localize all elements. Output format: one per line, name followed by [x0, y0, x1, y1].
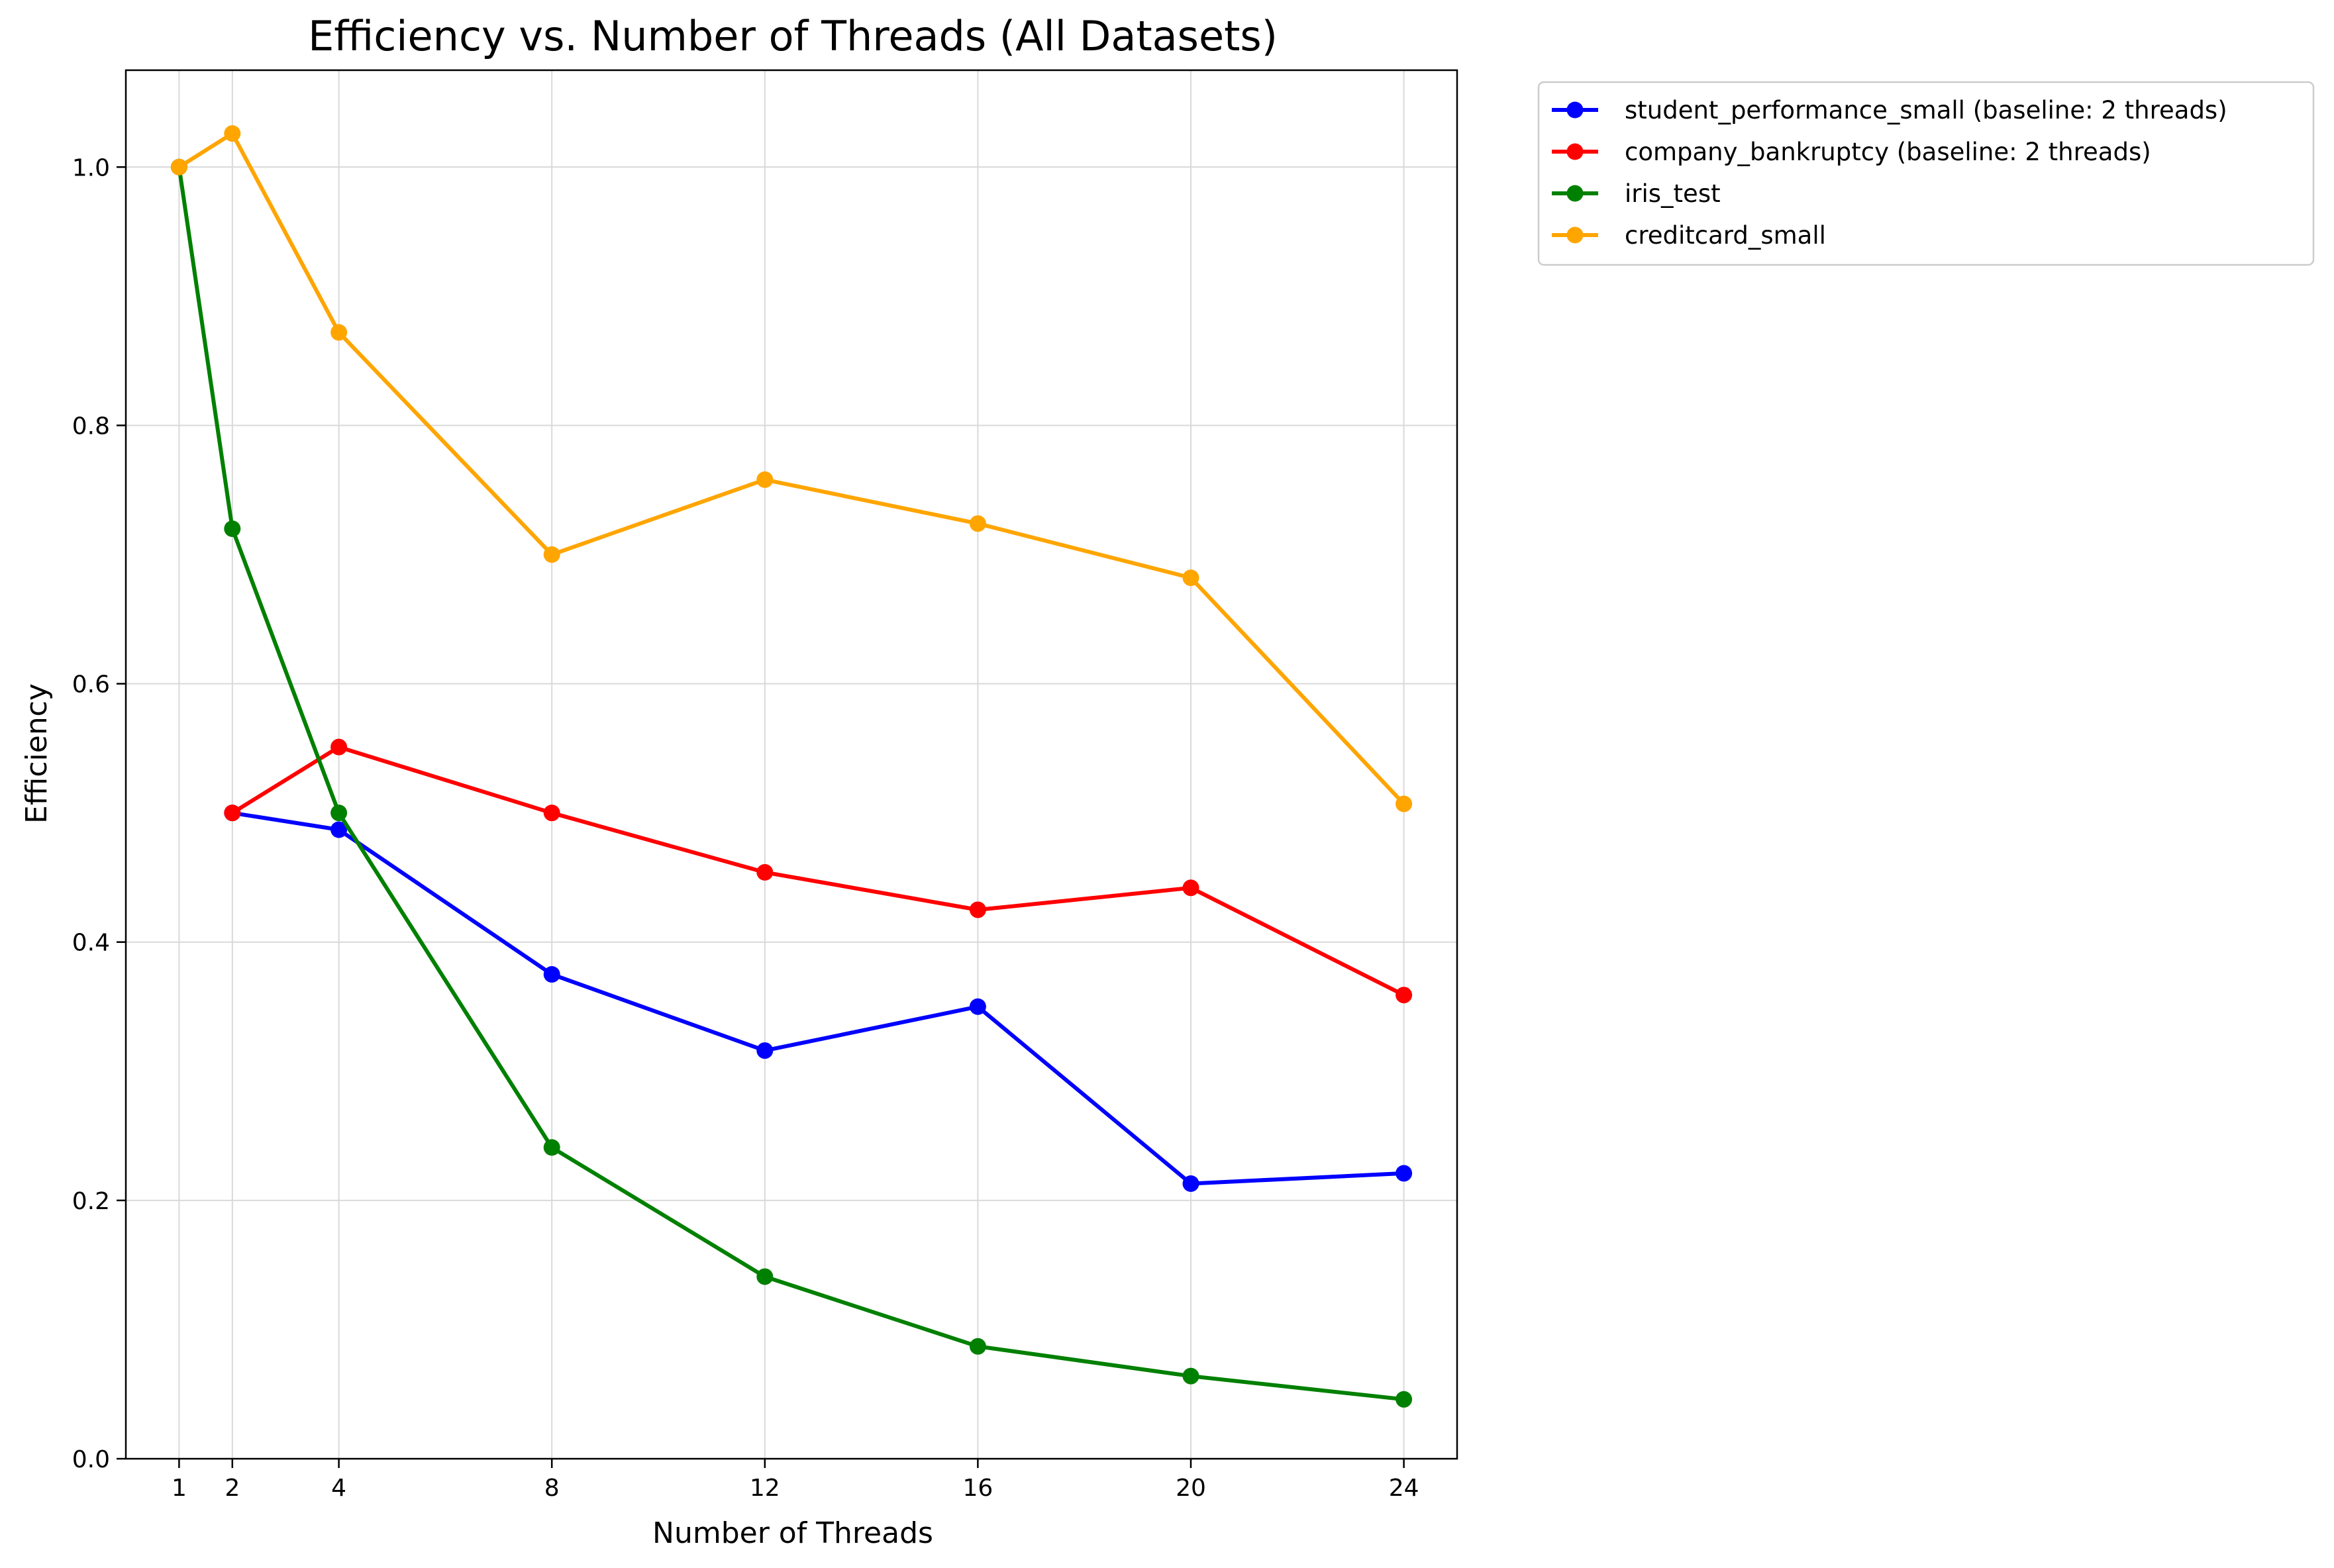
- data-point: [1182, 569, 1199, 587]
- x-tick-label: 2: [225, 1475, 240, 1502]
- data-point: [756, 1042, 774, 1059]
- data-point: [330, 324, 348, 341]
- plot-frame: [125, 69, 1458, 1460]
- legend-marker: [1566, 226, 1584, 244]
- legend-box: [1537, 81, 2315, 266]
- legend-entry: creditcard_small: [1552, 221, 1826, 250]
- data-point: [543, 805, 560, 822]
- data-point: [969, 1338, 986, 1355]
- series-line: [178, 131, 1405, 806]
- y-tick-label: 0.6: [72, 671, 110, 699]
- y-tick-label: 0.4: [72, 930, 110, 957]
- data-point: [330, 738, 348, 756]
- legend-label: company_bankruptcy (baseline: 2 threads): [1625, 138, 2151, 166]
- data-point: [1395, 987, 1413, 1004]
- x-tick-label: 8: [544, 1475, 560, 1502]
- data-point: [224, 520, 241, 537]
- series-4: [170, 125, 1413, 812]
- series-2: [224, 738, 1413, 1004]
- y-tick-label: 0.2: [72, 1188, 110, 1215]
- series-line: [177, 166, 1404, 1402]
- legend-entry: student_performance_small (baseline: 2 t…: [1552, 96, 2227, 124]
- data-point: [1395, 1391, 1413, 1408]
- x-tick-label: 16: [962, 1475, 993, 1502]
- legend-entry: company_bankruptcy (baseline: 2 threads): [1552, 138, 2151, 166]
- data-point: [224, 805, 241, 822]
- legend-label: iris_test: [1625, 179, 1721, 208]
- legend: student_performance_small (baseline: 2 t…: [1537, 81, 2315, 266]
- data-point: [543, 965, 560, 983]
- legend-label: creditcard_small: [1625, 221, 1826, 250]
- data-point: [1182, 1175, 1199, 1193]
- data-point: [756, 471, 774, 488]
- y-axis-label: Efficiency: [20, 683, 54, 824]
- y-tick-label: 0.8: [72, 413, 110, 440]
- legend-label: student_performance_small (baseline: 2 t…: [1625, 96, 2227, 124]
- data-point: [543, 546, 560, 564]
- data-point: [1182, 879, 1199, 897]
- y-axis: 0.0 0.2 0.4 0.6 0.8 1.0: [72, 154, 126, 1473]
- x-tick-label: 12: [750, 1475, 780, 1502]
- data-point: [969, 515, 986, 532]
- data-point: [170, 158, 187, 175]
- x-axis: 1 2 4 8 12 16 20 24: [172, 1459, 1419, 1502]
- x-tick-label: 24: [1389, 1475, 1419, 1502]
- series-group: [170, 125, 1413, 1408]
- legend-entry: iris_test: [1552, 179, 1721, 208]
- data-point: [330, 821, 348, 838]
- data-point: [1395, 795, 1413, 812]
- legend-marker: [1566, 185, 1584, 202]
- data-point: [969, 998, 986, 1015]
- data-point: [969, 901, 986, 918]
- y-tick-label: 0.0: [72, 1446, 110, 1473]
- data-point: [543, 1139, 560, 1156]
- x-tick-label: 1: [172, 1475, 187, 1502]
- data-point: [330, 805, 348, 822]
- data-point: [224, 125, 241, 142]
- legend-marker: [1566, 143, 1584, 160]
- chart-title: Efficiency vs. Number of Threads (All Da…: [308, 12, 1278, 60]
- x-tick-label: 20: [1176, 1475, 1206, 1502]
- x-tick-label: 4: [331, 1475, 346, 1502]
- data-point: [1182, 1367, 1199, 1385]
- legend-marker: [1566, 101, 1584, 119]
- x-axis-label: Number of Threads: [652, 1516, 933, 1550]
- data-point: [756, 1268, 774, 1285]
- data-point: [756, 863, 774, 881]
- data-point: [1395, 1165, 1413, 1182]
- y-tick-label: 1.0: [72, 154, 110, 181]
